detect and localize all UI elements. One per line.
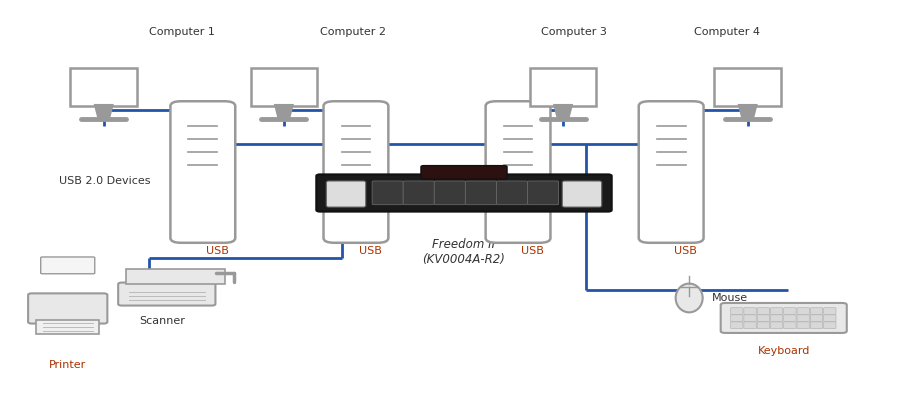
FancyBboxPatch shape [28,293,108,324]
Text: USB: USB [206,246,229,256]
FancyBboxPatch shape [528,181,559,205]
Polygon shape [554,105,572,119]
FancyBboxPatch shape [757,308,769,315]
FancyBboxPatch shape [435,181,465,205]
FancyBboxPatch shape [323,101,389,243]
FancyBboxPatch shape [797,308,810,315]
FancyBboxPatch shape [823,322,836,328]
FancyBboxPatch shape [119,283,215,306]
FancyBboxPatch shape [562,181,602,207]
Text: Scanner: Scanner [140,316,186,326]
FancyBboxPatch shape [811,308,823,315]
FancyBboxPatch shape [714,68,781,106]
FancyBboxPatch shape [465,181,496,205]
FancyBboxPatch shape [40,257,95,274]
FancyBboxPatch shape [170,101,235,243]
FancyBboxPatch shape [811,315,823,322]
Text: Computer 1: Computer 1 [149,27,215,37]
Text: Mouse: Mouse [711,293,748,303]
Text: Printer: Printer [49,360,86,370]
FancyBboxPatch shape [784,322,796,328]
FancyBboxPatch shape [743,315,756,322]
Polygon shape [126,269,225,284]
FancyBboxPatch shape [639,101,704,243]
FancyBboxPatch shape [326,181,366,207]
FancyBboxPatch shape [731,322,743,328]
FancyBboxPatch shape [823,308,836,315]
Ellipse shape [675,284,703,313]
FancyBboxPatch shape [770,315,783,322]
FancyBboxPatch shape [797,322,810,328]
FancyBboxPatch shape [496,181,528,205]
FancyBboxPatch shape [529,68,596,106]
Text: USB: USB [674,246,697,256]
Text: Computer 3: Computer 3 [540,27,607,37]
FancyBboxPatch shape [485,101,550,243]
FancyBboxPatch shape [731,315,743,322]
Text: USB 2.0 Devices: USB 2.0 Devices [59,176,150,186]
Polygon shape [95,105,113,119]
FancyBboxPatch shape [316,174,612,212]
FancyBboxPatch shape [71,68,137,106]
FancyBboxPatch shape [251,68,317,106]
FancyBboxPatch shape [731,308,743,315]
FancyBboxPatch shape [811,322,823,328]
FancyBboxPatch shape [372,181,403,205]
Text: Freedom II
(KV0004A-R2): Freedom II (KV0004A-R2) [423,238,505,266]
Text: Keyboard: Keyboard [757,346,810,356]
FancyBboxPatch shape [770,322,783,328]
FancyBboxPatch shape [757,322,769,328]
Text: Computer 2: Computer 2 [320,27,386,37]
FancyBboxPatch shape [421,166,507,179]
FancyBboxPatch shape [36,320,99,334]
FancyBboxPatch shape [403,181,435,205]
Text: USB: USB [358,246,381,256]
FancyBboxPatch shape [743,322,756,328]
FancyBboxPatch shape [797,315,810,322]
FancyBboxPatch shape [823,315,836,322]
FancyBboxPatch shape [784,315,796,322]
FancyBboxPatch shape [784,308,796,315]
Polygon shape [275,105,293,119]
FancyBboxPatch shape [720,303,846,333]
Text: Computer 4: Computer 4 [694,27,760,37]
FancyBboxPatch shape [757,315,769,322]
Text: USB: USB [521,246,544,256]
FancyBboxPatch shape [743,308,756,315]
Polygon shape [739,105,756,119]
FancyBboxPatch shape [770,308,783,315]
